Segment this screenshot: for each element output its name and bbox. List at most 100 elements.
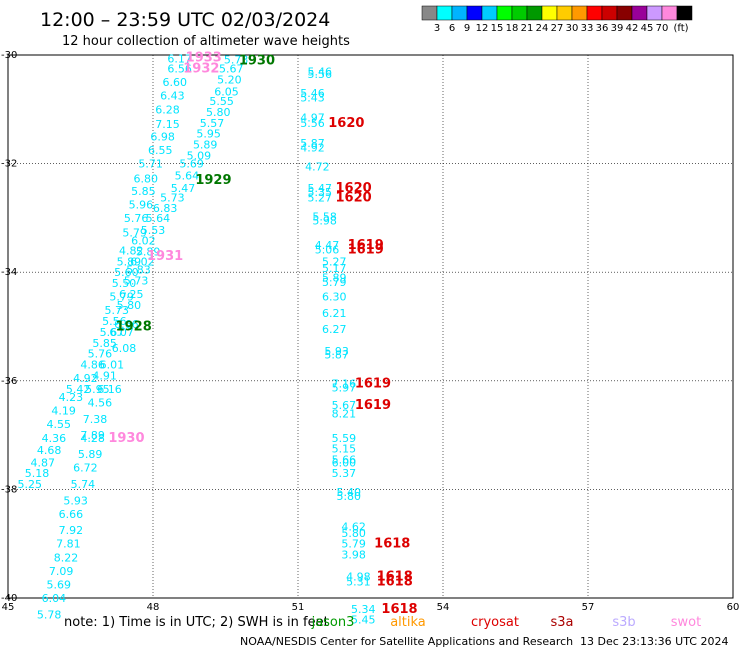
- scale-swatch: [586, 5, 603, 21]
- wave-height-value: 5.73: [124, 274, 149, 287]
- wave-height-value: 5.80: [117, 299, 142, 312]
- pass-label: 1928: [116, 320, 152, 335]
- wave-height-value: 4.55: [47, 418, 72, 431]
- wave-height-value: 5.98: [312, 215, 337, 228]
- wave-height-value: 6.28: [155, 103, 180, 116]
- wave-height-value: 3.98: [341, 549, 366, 562]
- plot-frame: [7, 54, 734, 599]
- wave-height-value: 5.56: [300, 117, 325, 130]
- wave-height-value: 5.66: [332, 454, 357, 467]
- wave-height-value: 5.96: [129, 198, 154, 211]
- chart-subtitle: 12 hour collection of altimeter wave hei…: [62, 34, 350, 49]
- wave-height-value: 7.38: [83, 413, 108, 426]
- wave-height-value: 5.89: [136, 246, 161, 259]
- wave-height-value: 4.92: [73, 372, 98, 385]
- wave-height-values: 6.17 5.73 6.56 5.67 6.60 5.20 6.43 6.05 6.28 5.55…: [18, 52, 376, 626]
- wave-height-value: 5.17: [322, 262, 347, 275]
- wave-height-value: 4.28: [80, 432, 105, 445]
- pass-label: 1618: [377, 575, 413, 590]
- wave-height-value: 5.79: [109, 291, 134, 304]
- footer-note: note: 1) Time is in UTC; 2) SWH is in fe…: [64, 615, 329, 630]
- x-tick-label: 54: [437, 602, 450, 613]
- wave-height-value: 5.57: [200, 117, 225, 130]
- scale-swatch: [631, 5, 648, 21]
- scale-label: 30: [566, 23, 579, 34]
- y-tick-label: -40: [1, 593, 17, 604]
- wave-height-value: 6.02: [130, 255, 155, 268]
- wave-height-value: 4.68: [37, 444, 62, 457]
- wave-height-value: 6.02: [131, 235, 156, 248]
- pass-label: 1932: [183, 62, 219, 77]
- scale-swatch: [451, 5, 468, 21]
- x-tick-label: 57: [582, 602, 595, 613]
- scale-label: 70: [656, 23, 669, 34]
- scale-label: 24: [536, 23, 549, 34]
- wave-height-value: 5.56: [102, 315, 127, 328]
- wave-height-value: 5.25: [18, 478, 43, 491]
- scale-label: 12: [476, 23, 489, 34]
- wave-height-value: 5.47: [308, 182, 333, 195]
- wave-height-value: 6.60: [163, 76, 188, 89]
- wave-height-value: 5.64: [175, 170, 200, 183]
- wave-height-value: 5.89: [117, 255, 142, 268]
- wave-height-value: 5.80: [341, 527, 366, 540]
- wave-height-value: 5.85: [131, 185, 156, 198]
- y-tick-label: -38: [1, 484, 17, 495]
- x-tick-label: 48: [147, 602, 160, 613]
- scale-label: 21: [521, 23, 534, 34]
- wave-height-value: 4.56: [88, 397, 113, 410]
- wave-height-value: 4.86: [80, 359, 105, 372]
- wave-height-value: 5.43: [300, 91, 325, 104]
- wave-height-value: 5.60: [114, 266, 139, 279]
- scale-swatch: [646, 5, 663, 21]
- satellite-label-s3a: s3a: [550, 615, 573, 630]
- wave-height-value: 5.27: [322, 255, 347, 268]
- scale-label: 18: [506, 23, 519, 34]
- axis-ticks: 45 48 51 54 57 60 -30 -32 -34 -36 -38 -40: [1, 50, 739, 613]
- wave-height-value: 6.72: [73, 462, 98, 475]
- pass-label: 1930: [108, 431, 144, 446]
- wave-height-value: 5.73: [105, 304, 130, 317]
- wave-height-value: 5.58: [312, 210, 337, 223]
- wave-height-value: 5.93: [324, 345, 349, 358]
- wave-height-value: 5.76: [88, 348, 113, 361]
- wave-height-value: 4.87: [31, 456, 56, 469]
- wave-height-value: 6.55: [148, 144, 173, 157]
- scale-swatch: [676, 5, 693, 21]
- wave-height-value: 4.62: [341, 520, 366, 533]
- wave-height-value: 7.16: [332, 378, 357, 391]
- wave-height-value: 5.78: [37, 608, 62, 621]
- y-tick-label: -32: [1, 159, 17, 170]
- wave-height-value: 5.09: [187, 149, 212, 162]
- satellite-label-jason3: jason3: [311, 615, 355, 630]
- wave-height-value: 5.76: [124, 212, 149, 225]
- wave-height-value: 6.56: [167, 63, 192, 76]
- pass-label: 1929: [195, 173, 231, 188]
- wave-height-value: 5.64: [146, 212, 171, 225]
- wave-height-value: 5.83: [126, 263, 151, 276]
- wave-height-value: 5.45: [351, 614, 376, 627]
- scale-label: 39: [611, 23, 624, 34]
- scale-swatch: [421, 5, 438, 21]
- wave-height-value: 4.72: [305, 160, 330, 173]
- wave-height-value: 5.89: [193, 139, 218, 152]
- wave-height-value: 5.79: [122, 227, 147, 240]
- scale-swatch: [601, 5, 618, 21]
- wave-height-value: 8.22: [54, 551, 79, 564]
- scale-swatch: [481, 5, 498, 21]
- wave-height-value: 7.15: [155, 118, 180, 131]
- wave-height-value: 5.27: [308, 191, 333, 204]
- wave-height-value: 4.97: [300, 111, 325, 124]
- satellite-label-s3b: s3b: [612, 615, 635, 630]
- wave-height-value: 5.87: [300, 137, 325, 150]
- wave-height-value: 6.16: [97, 383, 122, 396]
- pass-label: 1933: [186, 51, 222, 66]
- wave-height-value: 5.95: [85, 383, 110, 396]
- wave-height-value: 5.73: [224, 53, 249, 66]
- wave-height-value: 6.25: [119, 288, 144, 301]
- pass-labels: 1933 193019321929193119281930162016201620…: [108, 51, 417, 617]
- wave-height-value: 4.36: [42, 432, 67, 445]
- footer-credit: NOAA/NESDIS Center for Satellite Applica…: [240, 635, 573, 648]
- y-tick-label: -30: [1, 50, 17, 61]
